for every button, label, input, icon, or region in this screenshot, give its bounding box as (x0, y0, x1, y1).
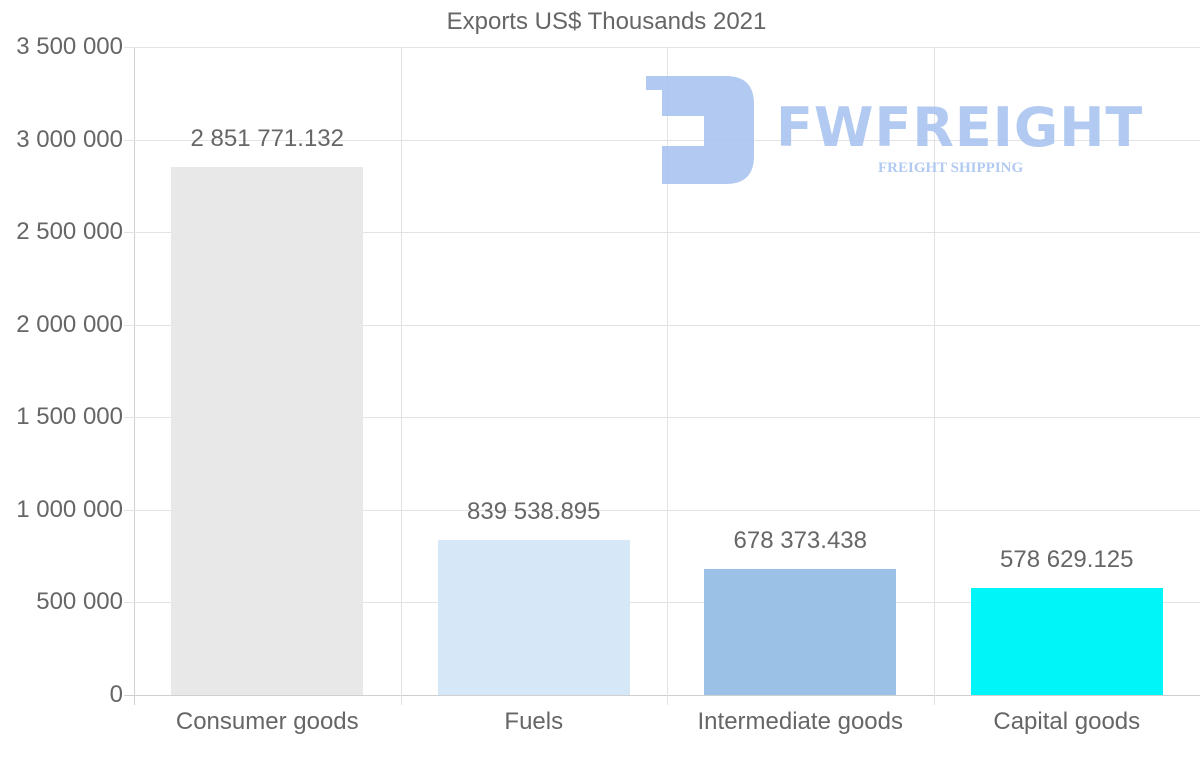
y-tick-label: 1 500 000 (16, 403, 123, 431)
gridline (124, 602, 1200, 604)
gridline (124, 47, 1200, 48)
gridline (124, 139, 1200, 141)
y-axis-line (134, 47, 135, 705)
plot-area: 2 851 771.132 839 538.895 678 373.438 578 6… (124, 47, 1200, 705)
y-tick-label: 1 000 000 (16, 495, 123, 523)
chart-title: Exports US$ Thousands 2021 (446, 8, 767, 35)
y-tick-label: 2 500 000 (16, 218, 123, 246)
x-tick-label: Capital goods (993, 708, 1141, 735)
gridline (124, 324, 1200, 326)
x-tick-label: Fuels (504, 708, 564, 735)
gridline (124, 417, 1200, 419)
x-axis-line (124, 695, 1200, 696)
bar-value-label: 678 373.438 (733, 527, 867, 555)
fwfreight-watermark: FWFREIGHT FREIGHT SHIPPING (646, 74, 1156, 189)
vertical-gridline (667, 47, 668, 705)
gridline (124, 232, 1200, 234)
watermark-brand: FWFREIGHT (776, 96, 1144, 159)
y-tick-label: 3 000 000 (16, 125, 123, 153)
watermark-tagline: FREIGHT SHIPPING (878, 160, 1024, 176)
bar-capital-goods[interactable] (970, 587, 1163, 695)
bar-consumer-goods[interactable] (171, 167, 364, 695)
fwfreight-logo-icon (646, 76, 754, 184)
x-tick-label: Consumer goods (175, 708, 359, 735)
y-tick-label: 0 (109, 681, 123, 708)
bar-intermediate-goods[interactable] (704, 569, 897, 695)
vertical-gridline (400, 47, 402, 705)
y-tick-label: 2 000 000 (16, 310, 123, 338)
bar-value-label: 839 538.895 (467, 497, 601, 525)
vertical-gridline (933, 47, 935, 705)
y-tick-label: 500 000 (36, 588, 123, 616)
x-tick-label: Intermediate goods (697, 708, 903, 735)
gridline (124, 509, 1200, 511)
bar-fuels[interactable] (437, 539, 630, 695)
y-tick-label: 3 500 000 (16, 33, 123, 60)
bar-value-label: 2 851 771.132 (190, 125, 344, 152)
bar-value-label: 578 629.125 (1000, 545, 1134, 573)
